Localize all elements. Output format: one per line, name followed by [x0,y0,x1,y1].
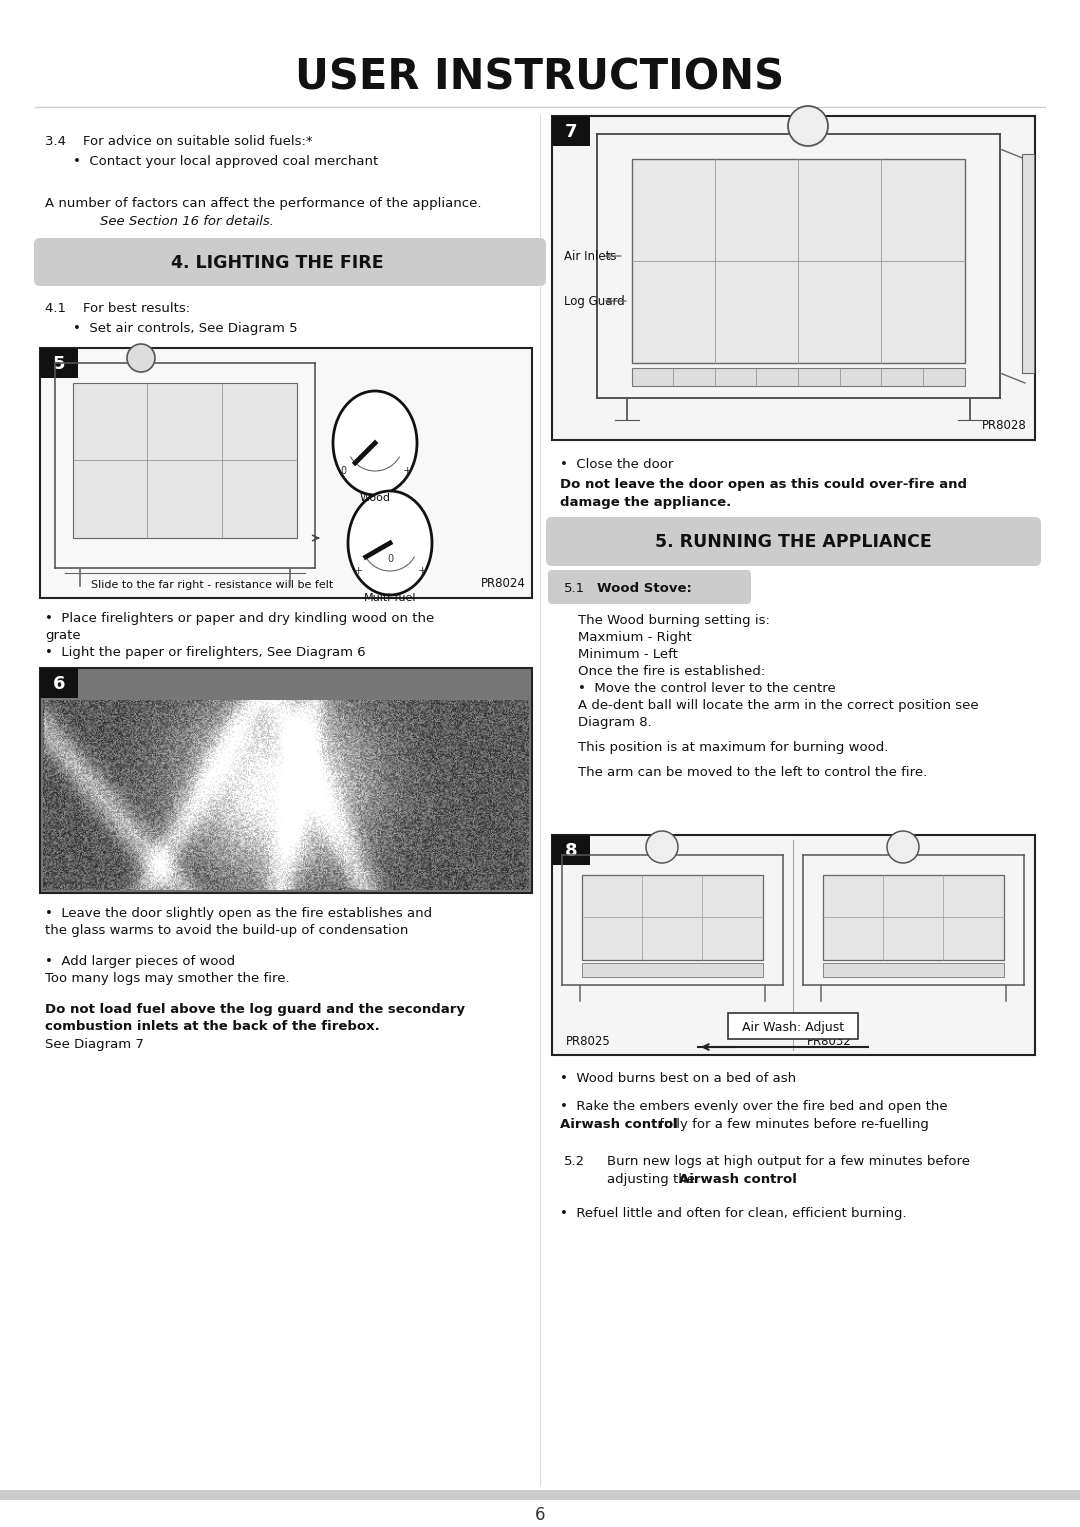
Text: Do not load fuel above the log guard and the secondary: Do not load fuel above the log guard and… [45,1003,465,1015]
Bar [552,835,590,864]
Bar [728,1012,858,1038]
Text: +: + [403,466,411,476]
Circle shape [788,105,828,147]
Text: 6: 6 [535,1506,545,1524]
Text: damage the appliance.: damage the appliance. [561,496,731,508]
Text: grate: grate [45,629,81,641]
Bar [552,116,1035,440]
Bar [40,348,78,379]
Text: 0: 0 [340,466,346,476]
Text: •  Leave the door slightly open as the fire establishes and: • Leave the door slightly open as the fi… [45,907,432,919]
Bar [0,1490,1080,1500]
Text: PR8028: PR8028 [982,418,1027,432]
Text: 5.2: 5.2 [564,1154,585,1168]
Text: 4.1    For best results:: 4.1 For best results: [45,302,190,315]
Text: See Diagram 7: See Diagram 7 [45,1038,144,1051]
Text: •  Add larger pieces of wood: • Add larger pieces of wood [45,954,235,968]
Text: combustion inlets at the back of the firebox.: combustion inlets at the back of the fir… [45,1020,380,1032]
Text: 6: 6 [53,675,65,693]
Text: Slide to the far right - resistance will be felt: Slide to the far right - resistance will… [91,580,334,589]
Text: PR8024: PR8024 [481,577,526,589]
Text: •  Contact your local approved coal merchant: • Contact your local approved coal merch… [73,156,378,168]
Ellipse shape [333,391,417,495]
Text: 3.4    For advice on suitable solid fuels:*: 3.4 For advice on suitable solid fuels:* [45,134,312,148]
Bar [552,116,590,147]
Text: Burn new logs at high output for a few minutes before: Burn new logs at high output for a few m… [607,1154,970,1168]
Text: •  Refuel little and often for clean, efficient burning.: • Refuel little and often for clean, eff… [561,1206,906,1220]
Ellipse shape [348,492,432,596]
Circle shape [887,831,919,863]
Bar [73,383,297,538]
Text: 5: 5 [53,354,65,373]
Text: PR8032: PR8032 [807,1035,852,1048]
Text: +: + [417,567,427,576]
Text: +: + [353,567,363,576]
Text: 4. LIGHTING THE FIRE: 4. LIGHTING THE FIRE [172,253,383,272]
Text: Too many logs may smother the fire.: Too many logs may smother the fire. [45,973,289,985]
Text: 8: 8 [565,841,578,860]
Text: PR8025: PR8025 [566,1035,611,1048]
FancyBboxPatch shape [546,518,1041,567]
Text: 7: 7 [565,124,577,140]
Text: Airwash control: Airwash control [561,1118,678,1132]
Text: •  Move the control lever to the centre: • Move the control lever to the centre [578,683,836,695]
Text: 0: 0 [387,554,393,563]
Bar [582,964,762,977]
Text: Airwash control: Airwash control [679,1173,797,1186]
Bar [632,368,966,386]
Circle shape [127,344,156,373]
Text: •  Place firelighters or paper and dry kindling wood on the: • Place firelighters or paper and dry ki… [45,612,434,625]
Text: •  Close the door: • Close the door [561,458,673,470]
Text: Log Guard: Log Guard [564,295,624,307]
FancyBboxPatch shape [33,238,546,286]
Text: •  Rake the embers evenly over the fire bed and open the: • Rake the embers evenly over the fire b… [561,1099,947,1113]
Bar [1022,154,1034,373]
Text: A number of factors can affect the performance of the appliance.: A number of factors can affect the perfo… [45,197,482,211]
Text: 5. RUNNING THE APPLIANCE: 5. RUNNING THE APPLIANCE [656,533,932,551]
Text: The Wood burning setting is:: The Wood burning setting is: [578,614,770,628]
Text: fully for a few minutes before re-fuelling: fully for a few minutes before re-fuelli… [654,1118,929,1132]
Bar [632,159,966,363]
Text: Air Wash: Adjust: Air Wash: Adjust [742,1020,845,1034]
Text: See Section 16 for details.: See Section 16 for details. [100,215,274,228]
Circle shape [646,831,678,863]
Text: Once the fire is established:: Once the fire is established: [578,664,766,678]
Text: .: . [762,1173,766,1186]
Bar [823,964,1004,977]
Text: Maxmium - Right: Maxmium - Right [578,631,692,644]
Text: A de-dent ball will locate the arm in the correct position see: A de-dent ball will locate the arm in th… [578,699,978,712]
Text: •  Light the paper or firelighters, See Diagram 6: • Light the paper or firelighters, See D… [45,646,366,660]
Text: USER INSTRUCTIONS: USER INSTRUCTIONS [296,56,784,99]
Text: Air Inlets: Air Inlets [564,249,617,263]
Bar [40,667,532,893]
Text: Multi-fuel: Multi-fuel [364,592,416,603]
FancyBboxPatch shape [548,570,751,605]
Text: the glass warms to avoid the build-up of condensation: the glass warms to avoid the build-up of… [45,924,408,938]
Text: •  Wood burns best on a bed of ash: • Wood burns best on a bed of ash [561,1072,796,1086]
Text: Wood: Wood [360,493,391,502]
Text: Diagram 8.: Diagram 8. [578,716,651,728]
Text: Wood Stove:: Wood Stove: [597,582,692,594]
Text: Do not leave the door open as this could over-fire and: Do not leave the door open as this could… [561,478,967,492]
Text: •  Set air controls, See Diagram 5: • Set air controls, See Diagram 5 [73,322,298,334]
Text: This position is at maximum for burning wood.: This position is at maximum for burning … [578,741,889,754]
Bar [582,875,762,960]
Text: 5.1: 5.1 [564,582,585,594]
Bar [823,875,1004,960]
Text: Minimum - Left: Minimum - Left [578,647,678,661]
Text: The arm can be moved to the left to control the fire.: The arm can be moved to the left to cont… [578,767,928,779]
Text: adjusting the: adjusting the [607,1173,699,1186]
Bar [40,667,78,698]
Bar [552,835,1035,1055]
Bar [40,348,532,599]
